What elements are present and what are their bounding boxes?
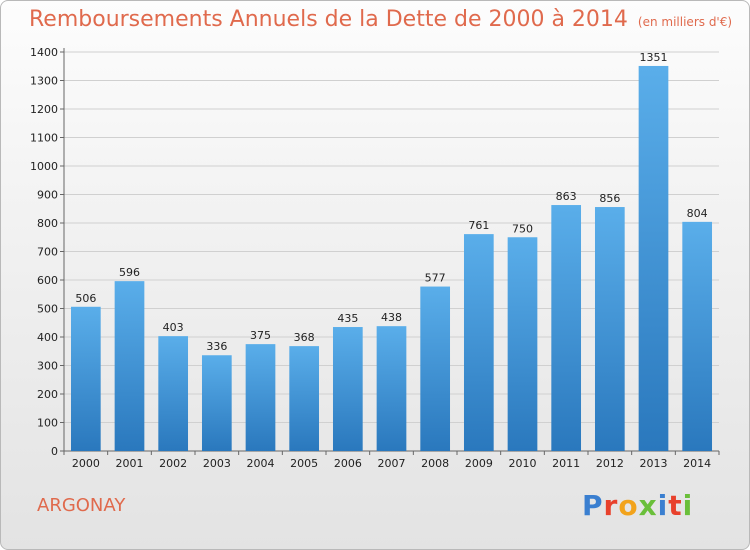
bar <box>376 326 407 451</box>
logo-letter: i <box>657 489 669 522</box>
x-tick-label: 2004 <box>247 457 275 470</box>
bar <box>594 207 625 451</box>
data-label: 761 <box>468 219 489 232</box>
data-label: 368 <box>294 331 315 344</box>
y-tick-label: 800 <box>37 217 58 230</box>
logo-letter: t <box>668 489 683 522</box>
data-label: 804 <box>687 207 708 220</box>
bar <box>682 221 713 451</box>
data-label: 435 <box>337 312 358 325</box>
y-tick-label: 0 <box>51 445 58 458</box>
data-label: 1351 <box>640 51 668 64</box>
city-name: ARGONAY <box>37 495 126 516</box>
chart-unit: (en milliers d'€) <box>637 15 733 29</box>
logo-letter: r <box>603 489 619 522</box>
y-tick-label: 1200 <box>30 103 58 116</box>
logo-letter: i <box>682 489 694 522</box>
bar <box>114 281 145 451</box>
x-tick-label: 2009 <box>465 457 493 470</box>
bar <box>289 346 320 451</box>
x-tick-label: 2002 <box>159 457 187 470</box>
logo-letter: o <box>618 489 639 522</box>
y-tick-label: 700 <box>37 246 58 259</box>
x-tick-label: 2001 <box>116 457 144 470</box>
x-tick-label: 2010 <box>509 457 537 470</box>
logo-letter: P <box>582 489 604 522</box>
chart-title-text: Remboursements Annuels de la Dette de 20… <box>29 7 628 32</box>
y-tick-label: 1300 <box>30 75 58 88</box>
x-tick-label: 2013 <box>640 457 668 470</box>
bar <box>463 234 494 451</box>
data-label: 438 <box>381 311 402 324</box>
y-tick-label: 100 <box>37 417 58 430</box>
logo-letter: x <box>638 489 658 522</box>
x-tick-label: 2014 <box>683 457 711 470</box>
x-tick-label: 2008 <box>421 457 449 470</box>
y-tick-label: 200 <box>37 388 58 401</box>
bar <box>551 205 582 451</box>
bars <box>70 65 713 451</box>
x-tick-label: 2005 <box>290 457 318 470</box>
y-tick-label: 500 <box>37 303 58 316</box>
data-label: 506 <box>75 292 96 305</box>
bar <box>70 306 101 451</box>
data-label: 336 <box>206 340 227 353</box>
x-tick-label: 2000 <box>72 457 100 470</box>
bar <box>201 355 232 451</box>
bar <box>332 327 363 451</box>
x-tick-label: 2012 <box>596 457 624 470</box>
proxiti-logo: Proxiti <box>582 489 693 522</box>
data-label: 577 <box>425 272 446 285</box>
x-tick-label: 2006 <box>334 457 362 470</box>
data-label: 856 <box>599 192 620 205</box>
y-tick-label: 1000 <box>30 160 58 173</box>
labels: 0 100 200 300 400 500 600 700 800 900 1000 1100 1200… <box>30 46 711 470</box>
bar <box>158 336 189 451</box>
data-label: 403 <box>163 321 184 334</box>
y-tick-label: 1400 <box>30 46 58 59</box>
x-tick-label: 2007 <box>378 457 406 470</box>
data-label: 375 <box>250 329 271 342</box>
y-tick-label: 1100 <box>30 132 58 145</box>
y-tick-label: 300 <box>37 360 58 373</box>
y-tick-label: 600 <box>37 274 58 287</box>
x-tick-label: 2011 <box>552 457 580 470</box>
chart-title: Remboursements Annuels de la Dette de 20… <box>29 7 732 32</box>
bar <box>420 286 451 451</box>
x-tick-label: 2003 <box>203 457 231 470</box>
y-tick-label: 400 <box>37 331 58 344</box>
bar <box>507 237 538 451</box>
bar <box>245 344 276 451</box>
y-tick-label: 900 <box>37 189 58 202</box>
data-label: 596 <box>119 266 140 279</box>
bar <box>638 65 669 451</box>
data-label: 750 <box>512 222 533 235</box>
data-label: 863 <box>556 190 577 203</box>
